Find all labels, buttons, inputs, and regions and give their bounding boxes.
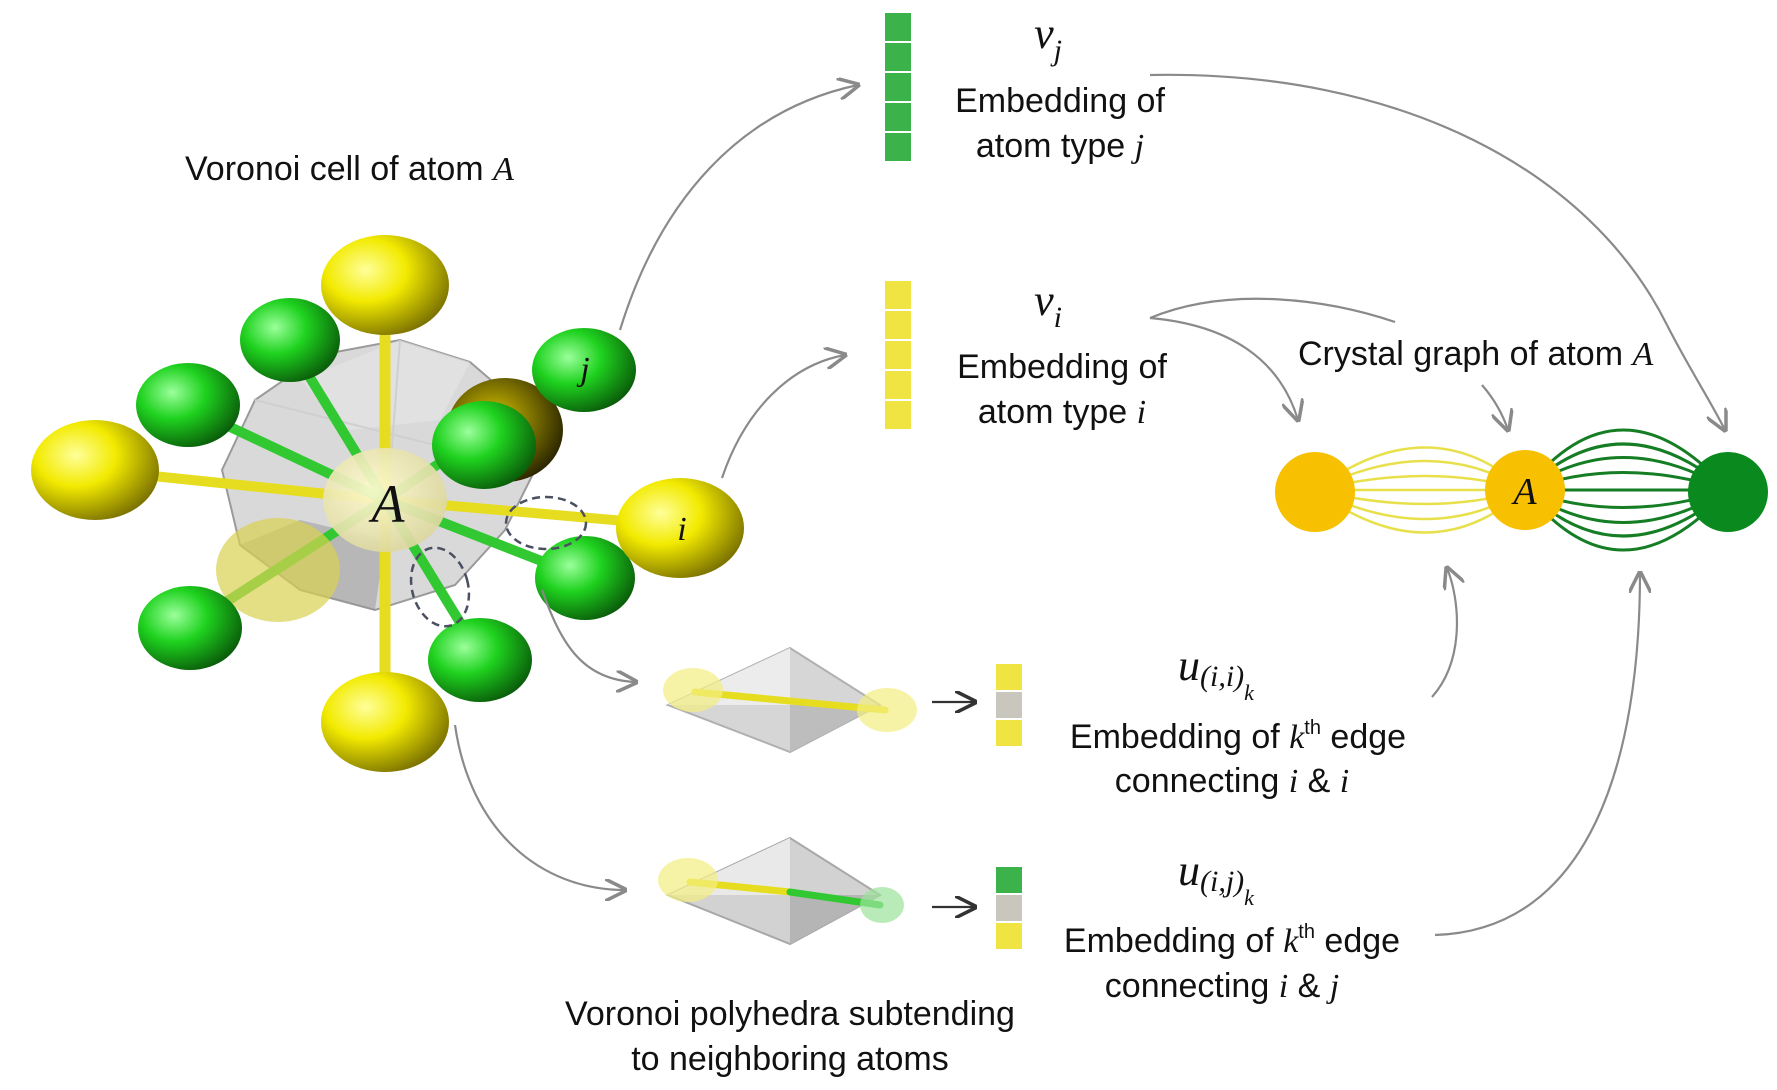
green-atom (136, 363, 240, 447)
arrow-vi-curve (1149, 297, 1396, 324)
vi-symbol: vi (1034, 276, 1062, 334)
vj-caption-line1: Embedding of (955, 82, 1165, 120)
vj-caption-line2: atom type j (976, 127, 1144, 165)
vj-symbol: vj (1034, 9, 1062, 67)
selected-bond-ij-marker (409, 546, 471, 628)
graph-node-j (1688, 452, 1768, 532)
faded-yellow-atom (216, 518, 340, 622)
graph-node-i (1275, 452, 1355, 532)
green-atom (535, 536, 635, 620)
uii-caption-line2: connecting i & i (1115, 762, 1349, 800)
green-atom-j (532, 328, 636, 412)
polyhedron-edge-ii (663, 646, 917, 754)
uii-caption-line1: Embedding of kth edge (1070, 717, 1406, 756)
arrow-atom-j-to-vj (618, 85, 858, 331)
yellow-atom (321, 672, 449, 772)
green-atom (432, 401, 536, 489)
green-atom (428, 618, 532, 702)
arrow-bond-ii-to-polyhedron (540, 589, 636, 682)
arrow-vj-curve (1149, 73, 1668, 326)
yellow-atom (321, 235, 449, 335)
arrow-bond-ij-to-polyhedron (453, 724, 625, 890)
center-atom-label: A (369, 474, 406, 534)
polyhedron-edge-ij (658, 836, 904, 946)
neighbor-i-label: i (677, 511, 686, 548)
neighbor-j-label: j (576, 351, 589, 388)
uij-caption-line2: connecting i & j (1105, 967, 1339, 1005)
vi-caption-line2: atom type i (978, 393, 1146, 431)
center-atom-A (323, 448, 447, 552)
uij-caption-line1: Embedding of kth edge (1064, 921, 1400, 960)
green-atom (138, 586, 242, 670)
arrow-uii-to-graph (1431, 568, 1457, 698)
graph-node-A (1485, 450, 1565, 530)
embedding-vector-uij (994, 865, 1024, 951)
connector-arrows (453, 73, 1725, 937)
uij-symbol: u(i,j)k (1178, 846, 1255, 910)
vi-caption-line1: Embedding of (957, 348, 1167, 386)
arrow-atom-i-to-vi (720, 355, 845, 479)
crystal-graph: A (1275, 428, 1768, 552)
voronoi-cell-title: Voronoi cell of atom A (185, 150, 514, 188)
selected-bond-ii-marker (504, 495, 588, 551)
graph-node-A-label: A (1510, 471, 1537, 513)
green-atom (240, 298, 340, 382)
yellow-atom (31, 420, 159, 520)
voronoi-cell-illustration: A j i (31, 235, 744, 772)
arrow-vi-to-node-A (1481, 384, 1508, 430)
uii-symbol: u(i,i)k (1178, 641, 1255, 705)
embedding-vector-vj (883, 11, 913, 163)
polyhedra-caption-line2: to neighboring atoms (631, 1040, 949, 1078)
arrow-vi-to-node-i (1149, 316, 1298, 420)
arrow-uij-to-graph (1434, 573, 1640, 937)
yellow-atom-i (616, 478, 744, 578)
crystal-graph-title: Crystal graph of atom A (1298, 335, 1653, 373)
embedding-vector-uii (994, 662, 1024, 748)
embedding-vector-vi (883, 279, 913, 431)
polyhedra-caption-line1: Voronoi polyhedra subtending (565, 995, 1015, 1033)
arrow-vj-to-node-j (1666, 324, 1725, 430)
